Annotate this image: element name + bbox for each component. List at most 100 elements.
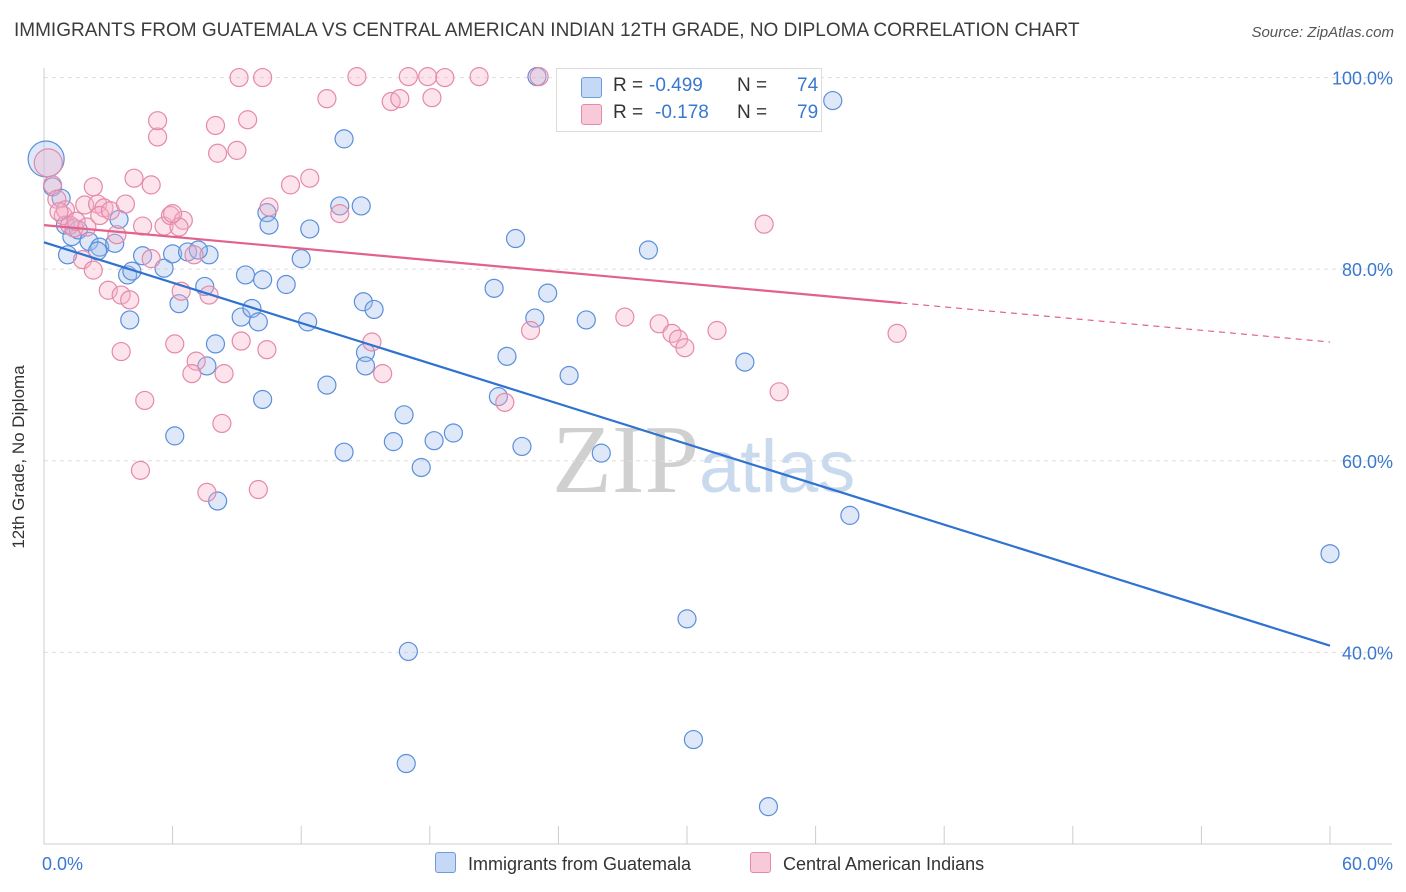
trend-line-dashed-indian (901, 302, 1331, 343)
data-point-guatemala (683, 729, 704, 750)
legend-swatch-indian (750, 852, 771, 873)
tick-labels: 40.0% 60.0% 80.0% 100.0% 0.0% 60.0% (42, 69, 1393, 874)
data-point-guatemala (248, 312, 268, 332)
data-point-indian (163, 204, 183, 224)
data-point-indian (229, 67, 249, 88)
data-point-indian (83, 260, 103, 280)
y-tick-label: 100.0% (1332, 69, 1393, 89)
legend-item-indian: Central American Indians (750, 852, 984, 875)
data-point-guatemala (638, 240, 659, 260)
data-point-indian (520, 320, 541, 341)
data-point-guatemala (300, 219, 320, 239)
data-point-guatemala (591, 443, 611, 463)
data-point-guatemala (559, 365, 579, 386)
data-point-indian (214, 364, 234, 384)
data-point-indian (754, 214, 774, 234)
legend-r-value: -0.178 (655, 102, 709, 123)
data-point-indian (83, 177, 103, 197)
data-point-indian (182, 364, 202, 384)
data-point-indian (495, 392, 515, 412)
data-point-indian (141, 175, 161, 195)
data-point-guatemala (169, 294, 189, 314)
axes (43, 68, 1392, 845)
data-points (27, 67, 1340, 817)
legend-label-guatemala: Immigrants from Guatemala (468, 854, 692, 874)
data-point-guatemala (677, 609, 697, 629)
data-point-indian (111, 341, 131, 362)
data-point-guatemala (205, 334, 226, 354)
legend-n-label: N = (737, 102, 768, 123)
data-point-indian (769, 382, 789, 402)
legend-r-label: R = (613, 102, 644, 123)
data-point-indian (208, 143, 228, 163)
data-point-indian (165, 334, 185, 354)
data-point-guatemala (525, 308, 545, 328)
data-point-indian (330, 204, 350, 224)
data-point-indian (238, 110, 258, 130)
data-point-guatemala (165, 426, 185, 446)
data-point-guatemala (758, 797, 779, 817)
data-point-guatemala (163, 244, 183, 264)
data-point-guatemala (334, 442, 354, 462)
data-point-guatemala (383, 432, 403, 452)
data-point-guatemala (505, 228, 526, 249)
data-point-guatemala (512, 436, 532, 457)
data-point-guatemala (364, 299, 384, 320)
data-point-guatemala (120, 310, 140, 330)
data-point-guatemala (576, 310, 596, 330)
data-point-guatemala (484, 278, 504, 298)
trend-line-indian (43, 224, 902, 305)
data-point-indian (259, 197, 279, 217)
data-point-guatemala (497, 346, 517, 366)
data-point-indian (227, 140, 247, 160)
data-point-guatemala (253, 270, 273, 290)
data-point-indian (130, 460, 151, 480)
data-point-indian (422, 88, 442, 108)
trend-line-guatemala (43, 241, 1331, 647)
data-point-guatemala (122, 261, 142, 281)
data-point-indian (98, 280, 118, 300)
trend-lines (43, 224, 1331, 647)
data-point-guatemala (424, 431, 444, 451)
data-point-indian (124, 168, 144, 188)
legend-n-label: N = (737, 75, 768, 96)
legend-r-value: -0.499 (649, 75, 703, 96)
data-point-indian (435, 67, 455, 88)
data-point-indian (649, 314, 669, 334)
legend-swatch-indian (581, 104, 602, 125)
data-point-indian (107, 225, 127, 245)
data-point-indian (469, 67, 489, 87)
data-point-indian (115, 194, 136, 214)
legend-label-indian: Central American Indians (783, 854, 985, 874)
legend-n-value: 79 (797, 102, 819, 123)
data-point-indian (186, 351, 206, 371)
legend-swatch-guatemala (581, 77, 602, 98)
data-point-guatemala (235, 265, 256, 285)
data-point-indian (33, 148, 63, 178)
data-point-guatemala (253, 389, 273, 410)
data-point-indian (132, 216, 153, 236)
data-point-guatemala (276, 274, 296, 295)
data-point-guatemala (330, 196, 350, 216)
legend-item-guatemala: Immigrants from Guatemala (435, 852, 691, 875)
legend-n-value: 74 (797, 75, 819, 96)
data-point-indian (248, 479, 268, 500)
legend-r-label: R = (613, 75, 644, 96)
chart-title: IMMIGRANTS FROM GUATEMALA VS CENTRAL AME… (14, 20, 1080, 41)
data-point-indian (120, 290, 140, 310)
data-point-indian (147, 111, 168, 131)
source-label: Source: ZipAtlas.com (1251, 24, 1394, 41)
data-point-indian (887, 323, 907, 343)
data-point-indian (197, 482, 217, 503)
data-point-guatemala (351, 196, 371, 216)
data-point-indian (77, 217, 97, 237)
data-point-guatemala (823, 90, 843, 111)
data-point-guatemala (298, 312, 318, 332)
data-point-indian (615, 307, 635, 327)
data-point-indian (529, 67, 549, 87)
data-point-indian (135, 390, 155, 411)
data-point-guatemala (154, 258, 174, 278)
grid-lines (44, 77, 1392, 653)
data-point-guatemala (317, 375, 337, 395)
